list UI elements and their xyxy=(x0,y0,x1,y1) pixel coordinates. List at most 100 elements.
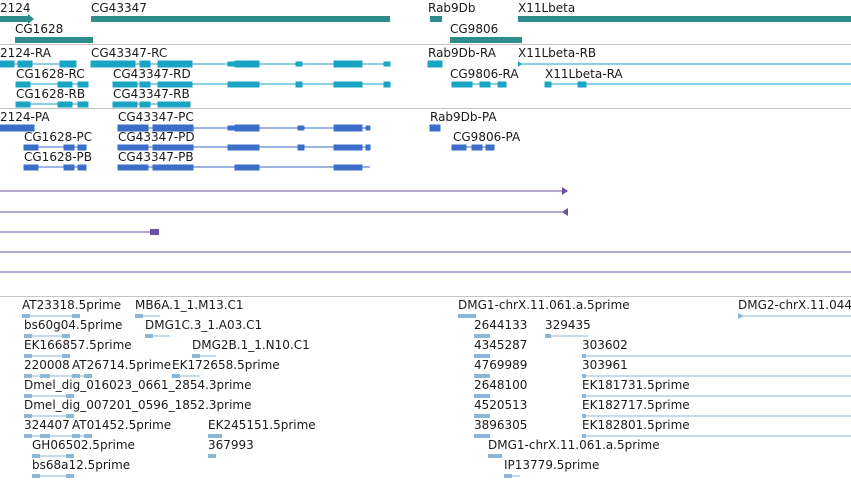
protein-exon[interactable] xyxy=(227,144,235,151)
protein-exon[interactable] xyxy=(485,144,495,151)
protein-label[interactable]: CG43347-PD xyxy=(118,130,195,144)
transcript-exon[interactable] xyxy=(295,81,303,88)
est-label[interactable]: EK172658.5prime xyxy=(172,358,280,372)
transcript-exon[interactable] xyxy=(59,60,77,68)
alignment-block[interactable] xyxy=(150,229,159,235)
protein-label[interactable]: CG9806-PA xyxy=(453,130,521,144)
gene-feature-X11Lbeta[interactable] xyxy=(518,16,851,22)
protein-exon[interactable] xyxy=(152,164,194,171)
gene-feature-CG43347[interactable] xyxy=(91,16,390,22)
transcript-exon[interactable] xyxy=(57,101,73,108)
transcript-exon[interactable] xyxy=(333,60,363,68)
est-label[interactable]: 2644133 xyxy=(474,318,528,332)
protein-label[interactable]: CG1628-PC xyxy=(24,130,93,144)
protein-exon[interactable] xyxy=(297,125,305,131)
transcript-exon[interactable] xyxy=(383,61,391,67)
transcript-exon[interactable] xyxy=(139,81,151,88)
protein-exon[interactable] xyxy=(77,144,87,151)
protein-exon[interactable] xyxy=(152,124,194,132)
transcript-exon[interactable] xyxy=(17,60,33,68)
est-label[interactable]: GH06502.5prime xyxy=(32,438,135,452)
gene-feature-CG1628[interactable] xyxy=(15,37,93,43)
protein-exon[interactable] xyxy=(234,144,260,151)
transcript-exon[interactable] xyxy=(139,60,151,68)
transcript-exon[interactable] xyxy=(544,81,552,88)
gene-feature-2124[interactable] xyxy=(0,16,28,22)
protein-exon[interactable] xyxy=(234,124,260,132)
transcript-exon[interactable] xyxy=(0,60,15,68)
protein-exon[interactable] xyxy=(365,125,371,131)
est-label[interactable]: EK245151.5prime xyxy=(208,418,316,432)
transcript-exon[interactable] xyxy=(57,81,73,88)
protein-label[interactable]: CG43347-PC xyxy=(118,110,194,124)
est-label[interactable]: 303961 xyxy=(582,358,628,372)
est-label[interactable]: 367993 xyxy=(208,438,254,452)
gene-label[interactable]: X11Lbeta xyxy=(518,1,576,15)
gene-label[interactable]: Rab9Db xyxy=(428,1,476,15)
transcript-exon[interactable] xyxy=(227,81,235,88)
transcript-exon[interactable] xyxy=(383,81,391,88)
transcript-exon[interactable] xyxy=(77,81,89,88)
est-label[interactable]: MB6A.1_1.M13.C1 xyxy=(135,298,244,312)
transcript-exon[interactable] xyxy=(139,101,151,108)
est-label[interactable]: 3896305 xyxy=(474,418,528,432)
est-label[interactable]: EK166857.5prime xyxy=(24,338,132,352)
transcript-exon[interactable] xyxy=(497,81,507,88)
est-label[interactable]: AT23318.5prime xyxy=(22,298,122,312)
protein-exon[interactable] xyxy=(333,124,363,132)
transcript-exon[interactable] xyxy=(577,81,587,88)
est-label[interactable]: EK182717.5prime xyxy=(582,398,690,412)
transcript-label[interactable]: X11Lbeta-RB xyxy=(518,46,597,60)
transcript-label[interactable]: Rab9Db-RA xyxy=(428,46,496,60)
transcript-label[interactable]: 2124-RA xyxy=(0,46,51,60)
est-label[interactable]: 329435 xyxy=(545,318,591,332)
gene-label[interactable]: 2124 xyxy=(0,1,31,15)
est-label[interactable]: EK181731.5prime xyxy=(582,378,690,392)
est-label[interactable]: DMG2B.1_1.N10.C1 xyxy=(192,338,310,352)
transcript-exon[interactable] xyxy=(157,60,193,68)
transcript-label[interactable]: CG43347-RB xyxy=(113,87,190,101)
transcript-exon[interactable] xyxy=(77,101,89,108)
transcript-exon[interactable] xyxy=(234,60,260,68)
protein-exon[interactable] xyxy=(429,124,441,132)
gene-label[interactable]: CG1628 xyxy=(15,22,64,36)
transcript-label[interactable]: CG1628-RB xyxy=(16,87,86,101)
transcript-exon[interactable] xyxy=(227,61,235,67)
protein-label[interactable]: CG43347-PB xyxy=(118,150,194,164)
protein-exon[interactable] xyxy=(365,144,371,151)
transcript-label[interactable]: CG9806-RA xyxy=(450,67,519,81)
protein-exon[interactable] xyxy=(227,125,235,131)
protein-exon[interactable] xyxy=(234,164,260,171)
gene-label[interactable]: CG43347 xyxy=(91,1,147,15)
protein-exon[interactable] xyxy=(333,144,363,151)
gene-label[interactable]: CG9806 xyxy=(450,22,499,36)
est-label[interactable]: DMG1-chrX.11.061.a.5prime xyxy=(488,438,660,452)
est-label[interactable]: 4520513 xyxy=(474,398,528,412)
est-label[interactable]: bs60g04.5prime xyxy=(24,318,123,332)
est-label[interactable]: AT26714.5prime xyxy=(72,358,172,372)
protein-exon[interactable] xyxy=(63,144,75,151)
est-label[interactable]: DMG1-chrX.11.061.a.5prime xyxy=(458,298,630,312)
transcript-exon[interactable] xyxy=(333,81,363,88)
transcript-exon[interactable] xyxy=(157,81,193,88)
protein-exon[interactable] xyxy=(333,164,363,171)
gene-feature-CG9806[interactable] xyxy=(450,37,522,43)
transcript-label[interactable]: X11Lbeta-RA xyxy=(545,67,623,81)
protein-label[interactable]: 2124-PA xyxy=(0,110,50,124)
est-label[interactable]: DMG2-chrX.11.044 xyxy=(738,298,851,312)
est-label[interactable]: Dmel_dig_007201_0596_1852.3prime xyxy=(24,398,252,412)
est-label[interactable]: 2648100 xyxy=(474,378,528,392)
transcript-label[interactable]: CG43347-RD xyxy=(113,67,191,81)
est-label[interactable]: Dmel_dig_016023_0661_2854.3prime xyxy=(24,378,252,392)
protein-exon[interactable] xyxy=(77,164,87,171)
transcript-exon[interactable] xyxy=(157,101,191,108)
protein-exon[interactable] xyxy=(297,144,305,151)
est-label[interactable]: EK182801.5prime xyxy=(582,418,690,432)
est-label[interactable]: DMG1C.3_1.A03.C1 xyxy=(145,318,263,332)
est-label[interactable]: 4769989 xyxy=(474,358,528,372)
protein-exon[interactable] xyxy=(152,144,194,151)
est-label[interactable]: 303602 xyxy=(582,338,628,352)
est-label[interactable]: IP13779.5prime xyxy=(504,458,600,472)
transcript-label[interactable]: CG1628-RC xyxy=(16,67,85,81)
est-label[interactable]: bs68a12.5prime xyxy=(32,458,131,472)
